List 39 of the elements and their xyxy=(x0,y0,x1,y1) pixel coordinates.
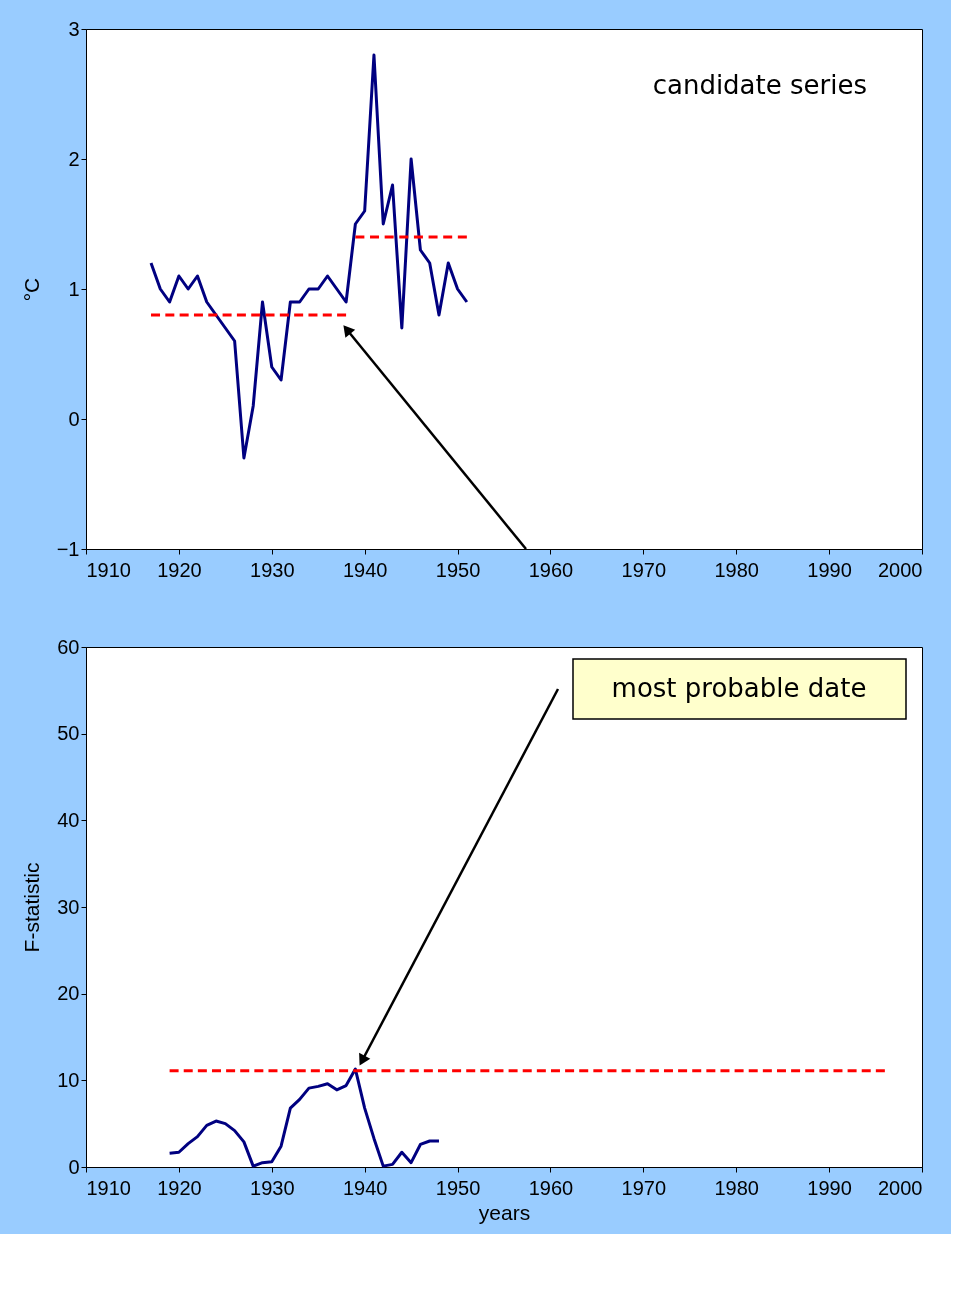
x-tick-label: 1960 xyxy=(528,1176,574,1199)
x-tick-label: 1980 xyxy=(714,558,759,581)
y-tick-label: 2 xyxy=(68,147,80,170)
line-series xyxy=(149,53,469,460)
x-tick-label: 1940 xyxy=(342,1176,388,1199)
x-tick-label: 1950 xyxy=(435,558,481,581)
y-axis-title: F-statistic xyxy=(20,862,44,953)
y-tick-label: 60 xyxy=(57,635,80,658)
x-tick-label: 1960 xyxy=(528,558,574,581)
x-axis-title: years xyxy=(478,1200,531,1224)
line-series xyxy=(168,1067,441,1168)
x-tick-label: 1980 xyxy=(714,1176,759,1199)
x-tick-label: 1970 xyxy=(621,558,667,581)
x-tick-label: 1930 xyxy=(250,558,295,581)
x-tick-label: 1950 xyxy=(435,1176,481,1199)
x-tick-label: 1970 xyxy=(621,1176,667,1199)
y-tick-label: 40 xyxy=(57,808,80,831)
x-tick-label: 1910 xyxy=(86,558,131,581)
y-tick-label: 20 xyxy=(57,982,80,1005)
annotation: candidate series xyxy=(652,70,867,100)
y-tick-label: 0 xyxy=(68,1155,80,1178)
x-tick-label: 1910 xyxy=(86,1176,131,1199)
x-tick-label: 2000 xyxy=(878,558,923,581)
annotation: most probable date xyxy=(611,673,867,703)
y-tick-label: 30 xyxy=(57,895,80,918)
y-tick-label: 3 xyxy=(68,17,80,40)
y-tick-label: 50 xyxy=(57,722,80,745)
x-tick-label: 1920 xyxy=(157,1176,202,1199)
y-tick-label: 10 xyxy=(57,1068,80,1091)
x-tick-label: 1990 xyxy=(807,558,852,581)
y-axis-title: °C xyxy=(19,277,43,302)
x-tick-label: 1990 xyxy=(807,1176,852,1199)
y-tick-label: 1 xyxy=(68,277,80,300)
x-tick-label: 2000 xyxy=(878,1176,923,1199)
x-tick-label: 1940 xyxy=(342,558,388,581)
x-tick-label: 1930 xyxy=(250,1176,295,1199)
y-tick-label: 0 xyxy=(68,407,80,430)
x-tick-label: 1920 xyxy=(157,558,202,581)
y-tick-label: −1 xyxy=(56,537,80,560)
